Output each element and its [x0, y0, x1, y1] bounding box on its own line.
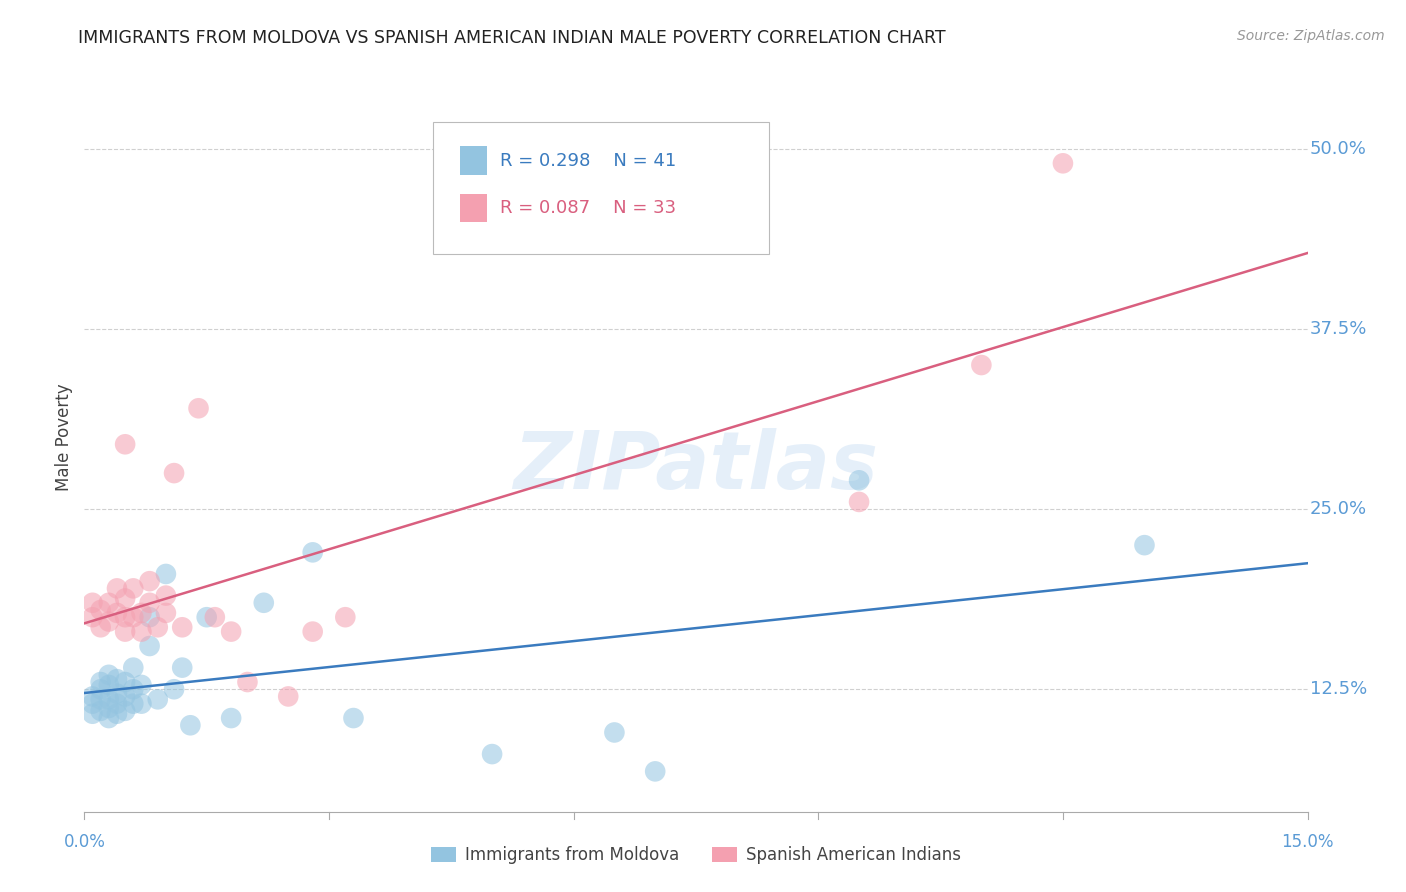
- Point: [90, 682, 112, 697]
- Point: [131, 624, 153, 639]
- Point: [848, 495, 870, 509]
- Point: [131, 678, 153, 692]
- Point: [335, 610, 357, 624]
- Point: [219, 624, 242, 639]
- Point: [105, 582, 128, 596]
- Text: Source: ZipAtlas.com: Source: ZipAtlas.com: [1237, 29, 1385, 43]
- Point: [122, 697, 145, 711]
- Point: [603, 725, 626, 739]
- Point: [97, 692, 120, 706]
- Point: [277, 690, 299, 704]
- Point: [97, 701, 120, 715]
- Text: 0.0%: 0.0%: [63, 833, 105, 851]
- Point: [195, 610, 218, 624]
- Point: [90, 692, 112, 706]
- Point: [90, 675, 112, 690]
- Point: [172, 660, 194, 674]
- Text: ZIPatlas: ZIPatlas: [513, 428, 879, 506]
- Point: [97, 678, 120, 692]
- Point: [138, 574, 160, 589]
- Point: [342, 711, 364, 725]
- Point: [131, 697, 153, 711]
- Point: [146, 692, 169, 706]
- Point: [236, 675, 259, 690]
- Point: [105, 672, 128, 686]
- Point: [82, 706, 104, 721]
- Point: [114, 591, 136, 606]
- Point: [105, 697, 128, 711]
- FancyBboxPatch shape: [460, 146, 486, 175]
- Point: [172, 620, 194, 634]
- Point: [90, 620, 112, 634]
- Text: IMMIGRANTS FROM MOLDOVA VS SPANISH AMERICAN INDIAN MALE POVERTY CORRELATION CHAR: IMMIGRANTS FROM MOLDOVA VS SPANISH AMERI…: [79, 29, 946, 47]
- Point: [90, 704, 112, 718]
- Point: [97, 668, 120, 682]
- Point: [105, 606, 128, 620]
- Point: [122, 582, 145, 596]
- Point: [187, 401, 209, 416]
- Y-axis label: Male Poverty: Male Poverty: [55, 384, 73, 491]
- Point: [644, 764, 666, 779]
- Point: [122, 660, 145, 674]
- Point: [82, 610, 104, 624]
- Point: [105, 687, 128, 701]
- Point: [114, 437, 136, 451]
- Point: [138, 596, 160, 610]
- Text: R = 0.298    N = 41: R = 0.298 N = 41: [501, 152, 676, 169]
- Point: [122, 610, 145, 624]
- Point: [82, 690, 104, 704]
- Point: [155, 606, 177, 620]
- Point: [301, 545, 323, 559]
- FancyBboxPatch shape: [460, 194, 486, 222]
- Point: [970, 358, 993, 372]
- Point: [1052, 156, 1074, 170]
- Point: [82, 697, 104, 711]
- Point: [146, 620, 169, 634]
- Point: [114, 624, 136, 639]
- Text: 50.0%: 50.0%: [1310, 140, 1367, 158]
- Point: [114, 704, 136, 718]
- Point: [253, 596, 276, 610]
- Point: [155, 589, 177, 603]
- Point: [82, 596, 104, 610]
- Point: [114, 610, 136, 624]
- Text: R = 0.087    N = 33: R = 0.087 N = 33: [501, 199, 676, 217]
- Point: [97, 615, 120, 629]
- Point: [131, 606, 153, 620]
- Point: [219, 711, 242, 725]
- Point: [138, 639, 160, 653]
- Point: [301, 624, 323, 639]
- Point: [155, 566, 177, 581]
- Point: [848, 473, 870, 487]
- Legend: Immigrants from Moldova, Spanish American Indians: Immigrants from Moldova, Spanish America…: [425, 839, 967, 871]
- Text: 25.0%: 25.0%: [1310, 500, 1367, 518]
- FancyBboxPatch shape: [433, 122, 769, 253]
- Text: 15.0%: 15.0%: [1281, 833, 1334, 851]
- Point: [114, 690, 136, 704]
- Point: [1133, 538, 1156, 552]
- Point: [179, 718, 201, 732]
- Point: [97, 596, 120, 610]
- Point: [97, 711, 120, 725]
- Point: [138, 610, 160, 624]
- Point: [163, 682, 186, 697]
- Point: [481, 747, 503, 761]
- Point: [105, 706, 128, 721]
- Point: [90, 603, 112, 617]
- Text: 37.5%: 37.5%: [1310, 320, 1368, 338]
- Text: 12.5%: 12.5%: [1310, 681, 1367, 698]
- Point: [204, 610, 226, 624]
- Point: [114, 675, 136, 690]
- Point: [163, 466, 186, 480]
- Point: [122, 682, 145, 697]
